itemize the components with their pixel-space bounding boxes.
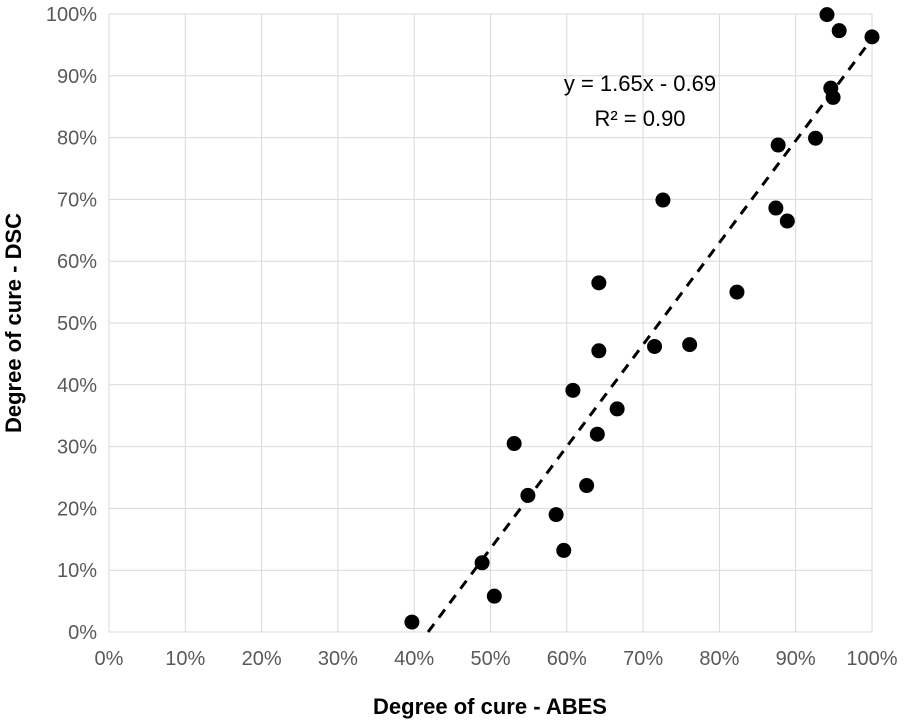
data-point	[565, 382, 581, 398]
y-tick-label: 20%	[57, 498, 97, 520]
x-tick-label: 0%	[95, 648, 124, 670]
data-point	[591, 343, 607, 359]
data-point	[819, 7, 835, 23]
data-point	[831, 23, 847, 39]
data-point	[825, 89, 841, 105]
data-point	[579, 478, 595, 494]
data-point	[548, 507, 564, 523]
trendline-r-squared: R² = 0.90	[594, 106, 685, 131]
trendline	[426, 37, 874, 633]
data-point	[474, 555, 490, 571]
y-axis-tick-labels: 0% 10% 20% 30% 40% 50% 60% 70% 80% 90% 100%	[46, 4, 97, 644]
data-point	[591, 275, 607, 291]
data-point	[729, 284, 745, 300]
data-point	[609, 401, 625, 417]
trendline-equation: y = 1.65x - 0.69	[564, 71, 716, 96]
data-point	[779, 213, 795, 229]
x-tick-label: 100%	[846, 648, 897, 670]
trendline-layer	[426, 37, 874, 633]
data-point	[768, 200, 784, 216]
data-point	[647, 338, 663, 354]
y-tick-label: 10%	[57, 560, 97, 582]
data-point	[556, 542, 572, 558]
x-tick-label: 20%	[242, 648, 282, 670]
y-tick-label: 30%	[57, 437, 97, 459]
y-axis-title: Degree of cure - DSC	[1, 213, 26, 433]
data-point	[520, 487, 536, 503]
x-tick-label: 80%	[699, 648, 739, 670]
y-tick-label: 50%	[57, 313, 97, 335]
x-tick-label: 70%	[623, 648, 663, 670]
y-tick-label: 0%	[68, 622, 97, 644]
data-point	[655, 192, 671, 208]
y-tick-label: 100%	[46, 4, 97, 26]
x-tick-label: 10%	[165, 648, 205, 670]
data-point	[808, 130, 824, 146]
x-tick-label: 40%	[394, 648, 434, 670]
data-point	[770, 137, 786, 153]
data-point	[864, 29, 880, 45]
x-tick-label: 60%	[547, 648, 587, 670]
data-point	[486, 588, 502, 604]
x-tick-label: 50%	[470, 648, 510, 670]
data-point	[682, 337, 698, 353]
data-point	[506, 436, 522, 452]
data-points	[404, 7, 880, 630]
data-point	[589, 426, 605, 442]
y-tick-label: 40%	[57, 375, 97, 397]
y-tick-label: 70%	[57, 189, 97, 211]
x-tick-label: 90%	[776, 648, 816, 670]
x-tick-label: 30%	[318, 648, 358, 670]
data-point	[404, 614, 420, 630]
x-axis-title: Degree of cure - ABES	[373, 694, 607, 719]
x-axis-tick-labels: 0% 10% 20% 30% 40% 50% 60% 70% 80% 90% 100%	[95, 648, 898, 670]
gridlines	[108, 13, 873, 633]
y-tick-label: 90%	[57, 66, 97, 88]
y-tick-label: 60%	[57, 251, 97, 273]
y-tick-label: 80%	[57, 128, 97, 150]
